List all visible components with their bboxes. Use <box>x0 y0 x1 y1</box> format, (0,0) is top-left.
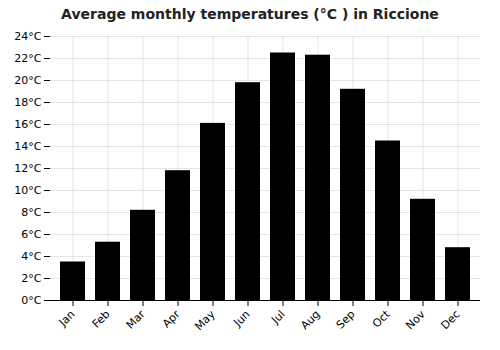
svg-text:22°C: 22°C <box>14 52 41 65</box>
svg-text:2°C: 2°C <box>21 272 41 285</box>
svg-text:20°C: 20°C <box>14 74 41 87</box>
svg-text:6°C: 6°C <box>21 228 41 241</box>
svg-text:24°C: 24°C <box>14 30 41 43</box>
svg-text:14°C: 14°C <box>14 140 41 153</box>
svg-text:0°C: 0°C <box>21 294 41 307</box>
html-text:Average monthly temperatures (: Average monthly temperatures (°C ) in Ri… <box>61 6 439 22</box>
svg-text:Dec: Dec <box>438 308 462 332</box>
svg-text:Mar: Mar <box>124 307 148 331</box>
svg-text:Feb: Feb <box>90 308 113 331</box>
svg-text:18°C: 18°C <box>14 96 41 109</box>
svg-text:Nov: Nov <box>403 307 428 332</box>
svg-text:Aug: Aug <box>298 308 322 332</box>
svg-text:Sep: Sep <box>334 308 358 332</box>
svg-text:Apr: Apr <box>160 307 183 330</box>
svg-text:May: May <box>192 307 218 333</box>
svg-text:4°C: 4°C <box>21 250 41 263</box>
svg-text:Jan: Jan <box>56 308 78 330</box>
svg-text:16°C: 16°C <box>14 118 41 131</box>
svg-text:Jul: Jul <box>268 308 287 327</box>
svg-text:10°C: 10°C <box>14 184 41 197</box>
svg-text:8°C: 8°C <box>21 206 41 219</box>
svg-text:Oct: Oct <box>370 307 393 330</box>
svg-text:Jun: Jun <box>231 308 253 330</box>
svg-text:12°C: 12°C <box>14 162 41 175</box>
